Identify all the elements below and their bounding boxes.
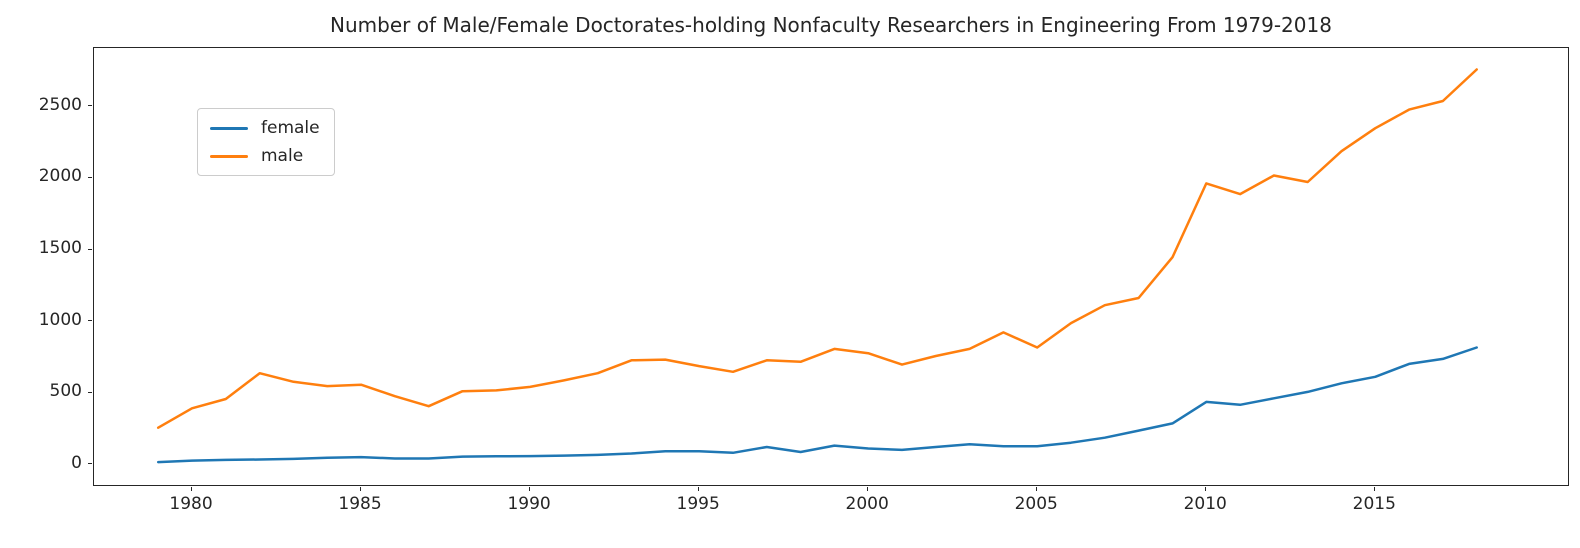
x-tick (528, 487, 530, 491)
plot-area: female male (93, 47, 1569, 486)
chart-title: Number of Male/Female Doctorates-holding… (330, 13, 1332, 37)
y-tick (88, 463, 92, 465)
y-tick (88, 320, 92, 322)
legend-item-male: male (210, 146, 320, 166)
y-tick (88, 391, 92, 393)
y-tick (88, 176, 92, 178)
plot-svg (156, 68, 1478, 464)
legend: female male (197, 108, 335, 176)
x-tick (866, 487, 868, 491)
x-tick-label: 2015 (1352, 494, 1396, 514)
x-tick-label: 1980 (169, 494, 213, 514)
y-tick (88, 248, 92, 250)
x-tick-label: 1995 (676, 494, 720, 514)
x-tick-label: 1990 (507, 494, 551, 514)
legend-label-female: female (261, 118, 320, 138)
y-tick-label: 1500 (38, 238, 82, 259)
x-tick-label: 2000 (845, 494, 889, 514)
female-line-swatch (210, 126, 248, 130)
x-tick-label: 2005 (1014, 494, 1058, 514)
male-line-swatch (210, 154, 248, 158)
x-tick (190, 487, 192, 491)
female-line (156, 346, 1478, 464)
x-tick (1035, 487, 1037, 491)
x-tick-label: 1985 (338, 494, 382, 514)
x-tick (1204, 487, 1206, 491)
y-tick (88, 105, 92, 107)
male-line (156, 68, 1478, 429)
x-tick (697, 487, 699, 491)
x-tick-label: 2010 (1183, 494, 1227, 514)
legend-item-female: female (210, 118, 320, 138)
y-tick-label: 2500 (38, 94, 82, 115)
x-tick (359, 487, 361, 491)
x-tick (1373, 487, 1375, 491)
y-tick-label: 2000 (38, 166, 82, 187)
y-tick-label: 500 (49, 381, 82, 402)
y-tick-label: 0 (71, 452, 82, 473)
legend-label-male: male (261, 146, 304, 166)
y-tick-label: 1000 (38, 309, 82, 330)
